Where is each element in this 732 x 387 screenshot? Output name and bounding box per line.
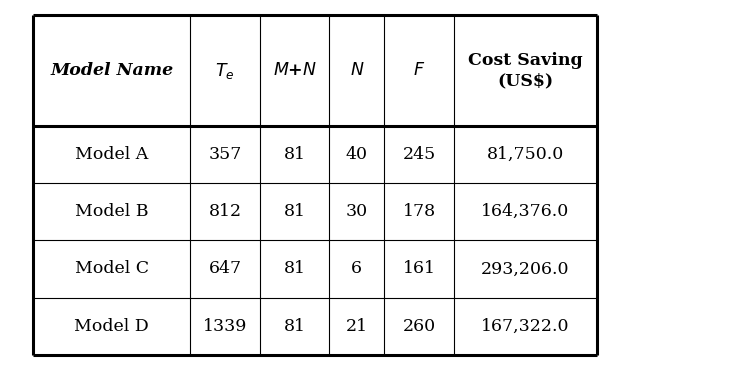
Text: $\mathit{M}$+$\mathit{N}$: $\mathit{M}$+$\mathit{N}$ bbox=[272, 62, 317, 79]
Text: 812: 812 bbox=[209, 203, 242, 220]
Text: 164,376.0: 164,376.0 bbox=[481, 203, 569, 220]
Text: 647: 647 bbox=[209, 260, 242, 277]
Text: Model D: Model D bbox=[74, 318, 149, 335]
Text: 30: 30 bbox=[346, 203, 368, 220]
Text: 21: 21 bbox=[346, 318, 368, 335]
Text: Cost Saving
(US$): Cost Saving (US$) bbox=[468, 52, 583, 89]
Text: Model C: Model C bbox=[75, 260, 149, 277]
Text: 167,322.0: 167,322.0 bbox=[481, 318, 569, 335]
Text: 81,750.0: 81,750.0 bbox=[487, 146, 564, 163]
Text: $\mathit{N}$: $\mathit{N}$ bbox=[350, 62, 364, 79]
Text: 81: 81 bbox=[283, 260, 306, 277]
Text: $\mathit{F}$: $\mathit{F}$ bbox=[413, 62, 425, 79]
Text: 161: 161 bbox=[403, 260, 436, 277]
Text: 40: 40 bbox=[346, 146, 368, 163]
Text: 260: 260 bbox=[403, 318, 436, 335]
Text: 1339: 1339 bbox=[203, 318, 247, 335]
Text: $\mathit{T}_e$: $\mathit{T}_e$ bbox=[215, 61, 235, 80]
Text: Model B: Model B bbox=[75, 203, 149, 220]
Text: 357: 357 bbox=[209, 146, 242, 163]
Text: 81: 81 bbox=[283, 318, 306, 335]
Text: 6: 6 bbox=[351, 260, 362, 277]
Text: 245: 245 bbox=[403, 146, 436, 163]
Text: 293,206.0: 293,206.0 bbox=[481, 260, 569, 277]
Text: 81: 81 bbox=[283, 203, 306, 220]
Text: Model A: Model A bbox=[75, 146, 149, 163]
Text: Model Name: Model Name bbox=[50, 62, 173, 79]
Text: 178: 178 bbox=[403, 203, 436, 220]
Text: 81: 81 bbox=[283, 146, 306, 163]
